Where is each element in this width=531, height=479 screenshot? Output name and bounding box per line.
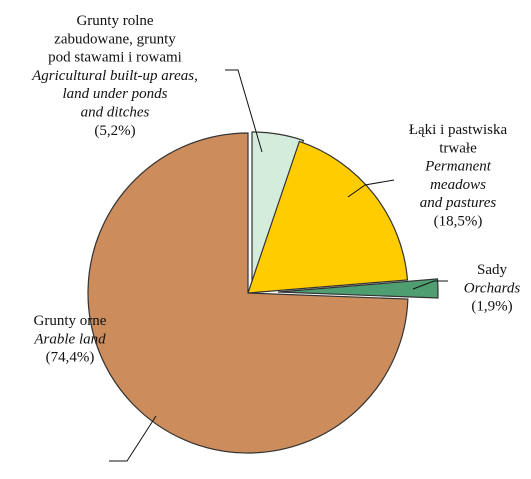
pie-label-arable-land-label-pl: Grunty orne: [34, 313, 107, 329]
pie-slice-permanent-meadows-and-pastures: [247, 140, 409, 294]
pie-label-orchards-label-en: Orchards: [464, 280, 521, 296]
pie-label-agricultural-built-up-areas-land-under-ponds-and-ditches-value-label: (5,2%): [94, 123, 135, 139]
leader-line-permanent-meadows-and-pastures: [347, 179, 395, 198]
leader-line-agricultural-built-up-areas-land-under-ponds-and-ditches: [225, 69, 263, 153]
pie-label-agricultural-built-up-areas-land-under-ponds-and-ditches-label-pl: Grunty rolne: [76, 13, 153, 29]
pie-label-permanent-meadows-and-pastures-label-en: meadows: [430, 177, 486, 193]
pie-label-permanent-meadows-and-pastures-label-pl: trwałe: [439, 140, 477, 156]
pie-label-orchards-label-pl: Sady: [477, 262, 508, 278]
pie-label-permanent-meadows-and-pastures-label-pl: Łąki i pastwiska: [409, 122, 508, 138]
pie-label-agricultural-built-up-areas-land-under-ponds-and-ditches-label-pl: pod stawami i rowami: [48, 50, 182, 66]
pie-slice-arable-land: [87, 132, 409, 454]
leader-line-orchards: [412, 280, 448, 290]
pie-slice-orchards: [277, 278, 439, 299]
pie-label-agricultural-built-up-areas-land-under-ponds-and-ditches-label-pl: zabudowane, grunty: [54, 31, 176, 47]
pie-label-agricultural-built-up-areas-land-under-ponds-and-ditches-label-en: Agricultural built-up areas,: [31, 68, 198, 84]
pie-label-arable-land-value-label: (74,4%): [46, 350, 95, 366]
pie-label-arable-land-label-en: Arable land: [33, 331, 106, 347]
pie-label-agricultural-built-up-areas-land-under-ponds-and-ditches-label-en: and ditches: [81, 105, 150, 121]
pie-label-permanent-meadows-and-pastures-label-en: Permanent: [424, 159, 492, 175]
pie-label-permanent-meadows-and-pastures-label-en: and pastures: [420, 195, 497, 211]
pie-label-permanent-meadows-and-pastures-value-label: (18,5%): [434, 214, 483, 230]
leader-line-arable-land: [109, 415, 157, 462]
pie-label-agricultural-built-up-areas-land-under-ponds-and-ditches-label-en: land under ponds: [63, 86, 168, 102]
pie-label-orchards-value-label: (1,9%): [471, 299, 512, 315]
